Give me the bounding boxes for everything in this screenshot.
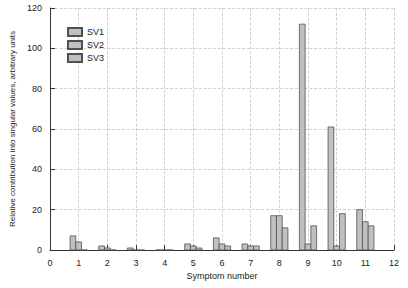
svg-text:60: 60 [32, 124, 42, 134]
svg-text:120: 120 [27, 3, 42, 13]
svg-text:SV1: SV1 [87, 27, 104, 37]
svg-text:80: 80 [32, 84, 42, 94]
svg-text:5: 5 [191, 258, 196, 268]
svg-text:SV2: SV2 [87, 40, 104, 50]
svg-text:Relative contribution into sin: Relative contribution into singular valu… [8, 31, 17, 227]
svg-text:100: 100 [27, 43, 42, 53]
svg-text:8: 8 [277, 258, 282, 268]
svg-text:9: 9 [305, 258, 310, 268]
svg-text:1: 1 [76, 258, 81, 268]
svg-text:11: 11 [361, 258, 370, 268]
svg-text:2: 2 [105, 258, 110, 268]
svg-text:40: 40 [32, 164, 42, 174]
svg-text:SV3: SV3 [87, 53, 104, 63]
svg-text:0: 0 [47, 258, 52, 268]
svg-text:20: 20 [32, 205, 42, 215]
svg-text:6: 6 [219, 258, 224, 268]
svg-text:3: 3 [133, 258, 138, 268]
svg-text:7: 7 [248, 258, 253, 268]
svg-text:10: 10 [332, 258, 342, 268]
svg-text:Symptom number: Symptom number [186, 271, 257, 281]
svg-text:0: 0 [37, 245, 42, 255]
svg-text:4: 4 [162, 258, 167, 268]
svg-text:12: 12 [389, 258, 399, 268]
